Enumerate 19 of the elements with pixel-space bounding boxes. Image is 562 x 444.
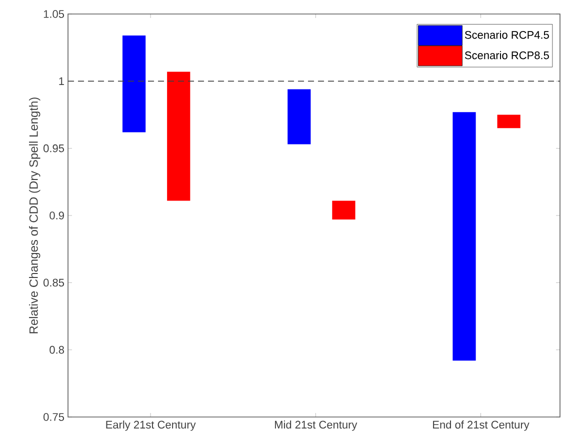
bar [288,89,311,144]
y-tick-label: 1 [59,77,64,85]
y-tick-label: 0.95 [44,144,64,152]
bar [497,114,520,128]
y-axis-title: Relative Changes of CDD (Dry Spell Length) [29,98,40,334]
y-tick-label: 0.9 [50,212,64,220]
bar [167,72,190,201]
x-tick-label: Early 21st Century [106,420,196,431]
x-tick-label: Mid 21st Century [274,420,358,431]
bar [452,112,476,361]
y-tick-label: 0.8 [50,346,64,354]
y-tick-label: 1.05 [44,10,64,18]
bar [122,35,146,132]
legend-label: Scenario RCP8.5 [464,51,549,60]
x-tick-label: End of 21st Century [433,420,530,431]
y-tick-label: 0.85 [44,278,64,287]
legend-label: Scenario RCP4.5 [464,30,549,39]
bar [332,200,356,220]
y-tick-label: 0.75 [44,413,64,421]
